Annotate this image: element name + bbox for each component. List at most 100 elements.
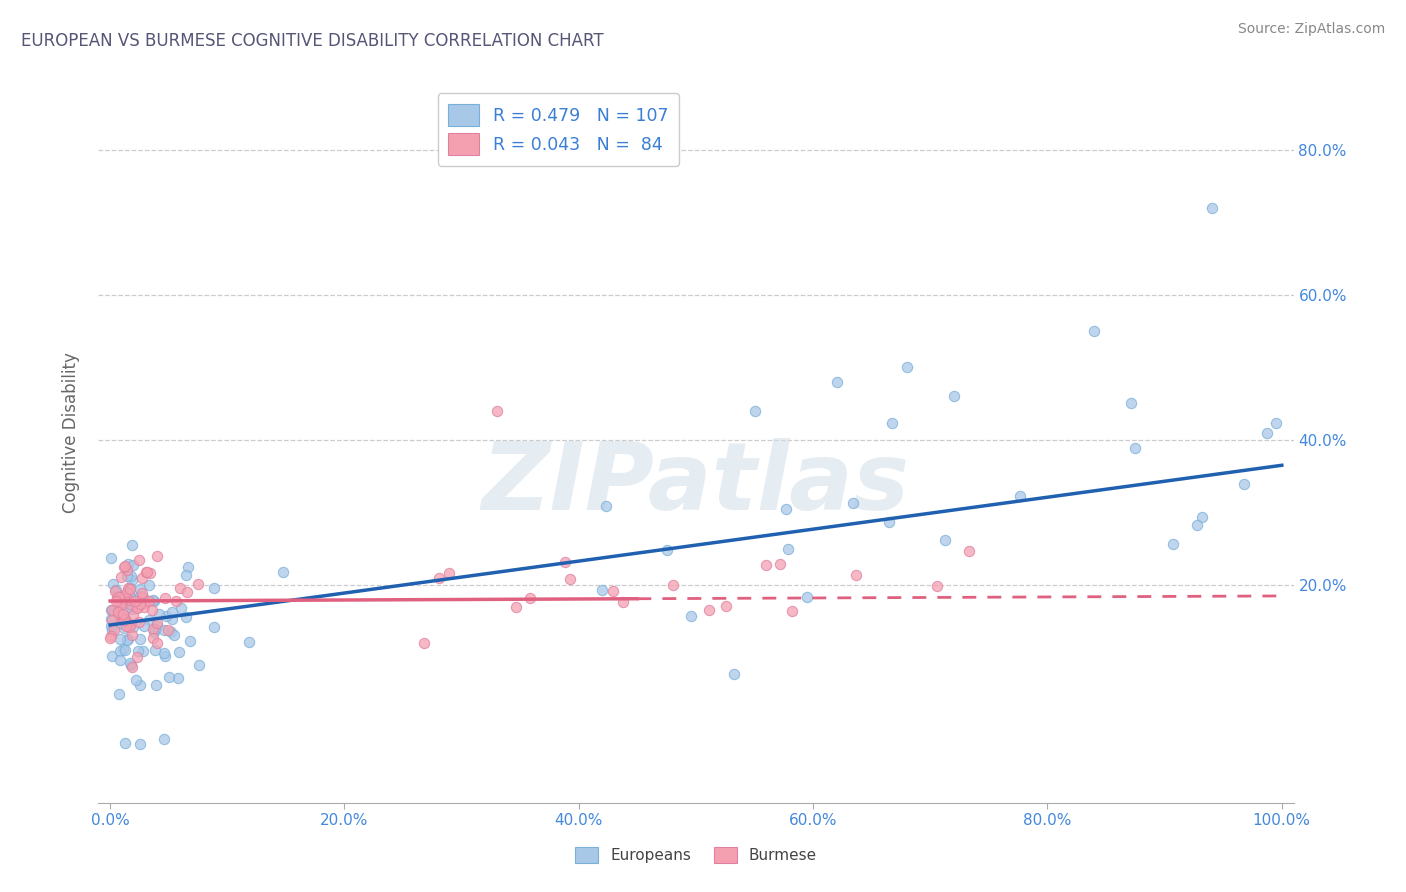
Europeans <box>108 632 131 646</box>
Europeans <box>202 581 225 595</box>
Europeans <box>124 673 146 688</box>
Burmese <box>519 591 541 605</box>
Europeans <box>141 593 163 607</box>
Burmese <box>146 549 169 564</box>
Burmese <box>135 565 157 579</box>
Burmese <box>114 559 136 574</box>
Europeans <box>101 577 124 591</box>
Burmese <box>560 572 582 586</box>
Europeans <box>591 582 613 597</box>
Europeans <box>120 657 142 671</box>
Europeans <box>114 595 136 609</box>
Burmese <box>153 591 176 606</box>
Burmese <box>127 599 149 614</box>
Europeans <box>129 737 152 751</box>
Burmese <box>714 599 737 613</box>
Europeans <box>176 567 198 582</box>
Burmese <box>114 592 136 607</box>
Burmese <box>485 404 508 418</box>
Europeans <box>1083 324 1105 338</box>
Europeans <box>271 565 294 579</box>
Burmese <box>661 578 683 592</box>
Burmese <box>107 604 129 618</box>
Europeans <box>120 658 142 673</box>
Burmese <box>187 576 209 591</box>
Burmese <box>127 601 149 615</box>
Europeans <box>942 389 965 403</box>
Burmese <box>104 584 127 599</box>
Europeans <box>162 628 184 642</box>
Burmese <box>121 607 143 622</box>
Europeans <box>160 625 183 640</box>
Europeans <box>108 687 131 701</box>
Europeans <box>132 619 155 633</box>
Burmese <box>117 592 139 607</box>
Burmese <box>128 553 150 567</box>
Europeans <box>174 610 197 624</box>
Europeans <box>202 620 225 634</box>
Europeans <box>1191 510 1213 524</box>
Europeans <box>114 594 136 608</box>
Burmese <box>114 613 136 627</box>
Europeans <box>117 632 139 646</box>
Europeans <box>110 644 132 658</box>
Burmese <box>120 616 142 631</box>
Burmese <box>117 581 139 595</box>
Europeans <box>744 404 766 418</box>
Burmese <box>142 623 165 637</box>
Text: EUROPEAN VS BURMESE COGNITIVE DISABILITY CORRELATION CHART: EUROPEAN VS BURMESE COGNITIVE DISABILITY… <box>21 32 603 50</box>
Burmese <box>100 629 122 643</box>
Burmese <box>110 598 132 612</box>
Europeans <box>778 541 800 556</box>
Burmese <box>112 560 135 574</box>
Burmese <box>505 599 527 614</box>
Europeans <box>157 670 180 684</box>
Burmese <box>612 595 634 609</box>
Europeans <box>132 644 155 658</box>
Y-axis label: Cognitive Disability: Cognitive Disability <box>62 352 80 513</box>
Legend: Europeans, Burmese: Europeans, Burmese <box>569 841 823 869</box>
Burmese <box>845 567 868 582</box>
Burmese <box>602 583 624 598</box>
Burmese <box>115 563 138 577</box>
Europeans <box>114 736 136 750</box>
Europeans <box>111 642 134 657</box>
Europeans <box>114 643 136 657</box>
Europeans <box>153 623 176 637</box>
Europeans <box>169 601 191 615</box>
Text: ZIPatlas: ZIPatlas <box>482 439 910 531</box>
Burmese <box>156 623 179 637</box>
Burmese <box>134 596 156 610</box>
Text: Source: ZipAtlas.com: Source: ZipAtlas.com <box>1237 22 1385 37</box>
Burmese <box>780 604 803 618</box>
Europeans <box>1010 489 1032 503</box>
Burmese <box>110 570 132 584</box>
Burmese <box>437 566 460 580</box>
Europeans <box>100 550 122 565</box>
Europeans <box>128 678 150 692</box>
Europeans <box>127 591 149 606</box>
Europeans <box>877 515 900 529</box>
Europeans <box>143 643 166 657</box>
Europeans <box>188 657 211 672</box>
Europeans <box>1233 477 1256 491</box>
Burmese <box>141 603 163 617</box>
Burmese <box>768 557 790 571</box>
Europeans <box>796 590 818 604</box>
Burmese <box>100 613 122 627</box>
Europeans <box>1264 416 1286 430</box>
Europeans <box>153 732 176 747</box>
Europeans <box>179 633 201 648</box>
Europeans <box>100 648 122 663</box>
Europeans <box>655 542 678 557</box>
Europeans <box>132 590 155 604</box>
Europeans <box>1163 537 1185 551</box>
Europeans <box>842 496 865 510</box>
Europeans <box>128 632 150 647</box>
Europeans <box>117 632 139 647</box>
Burmese <box>131 590 153 604</box>
Burmese <box>176 585 198 599</box>
Europeans <box>177 560 200 574</box>
Europeans <box>120 569 142 583</box>
Burmese <box>165 594 187 608</box>
